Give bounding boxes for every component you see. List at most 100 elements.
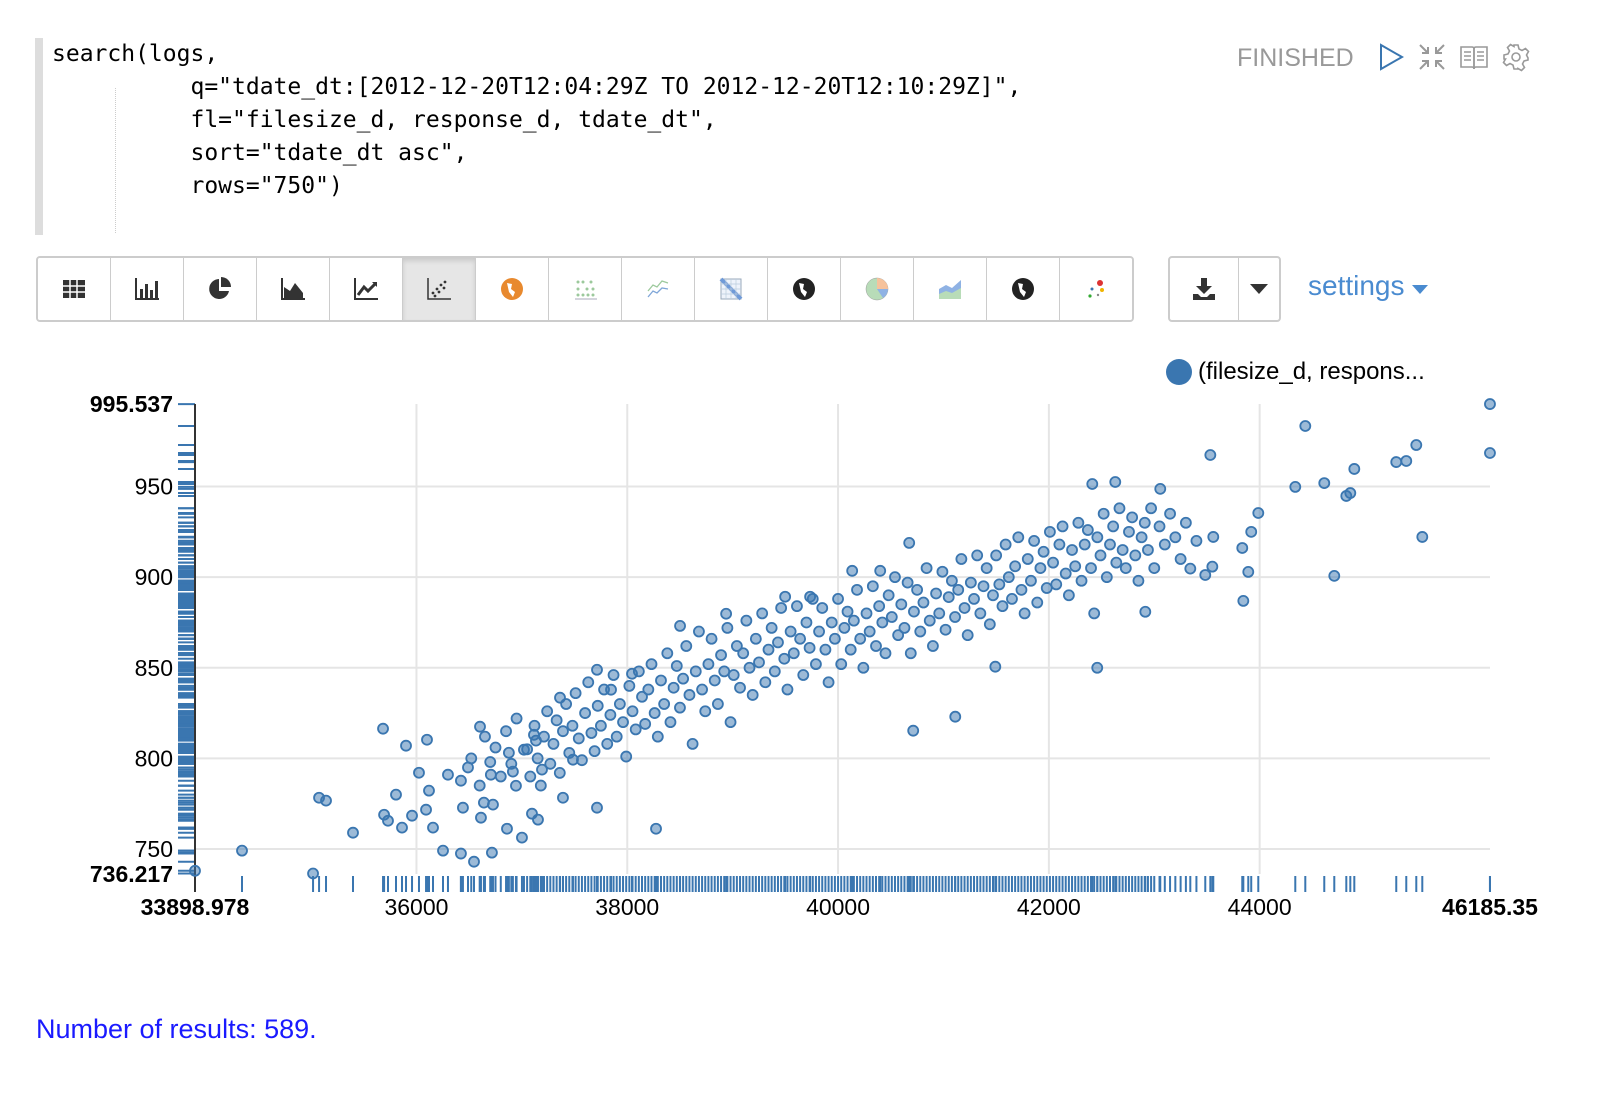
scatter-point	[468, 855, 480, 868]
x-tick-label: 46185.35	[1442, 894, 1538, 920]
scatter-point	[680, 640, 693, 652]
scatter-point	[1116, 544, 1129, 556]
scatter-point	[1028, 535, 1041, 547]
scatter-point	[753, 656, 765, 669]
scatter-point	[1025, 574, 1037, 587]
scatter-point	[1086, 478, 1099, 490]
scatter-point	[1340, 490, 1353, 502]
scatter-point	[1129, 549, 1142, 562]
scatter-point	[1206, 560, 1219, 573]
chart-type-pie-chart-button[interactable]	[184, 258, 257, 320]
scatter-point	[1126, 511, 1139, 524]
chart-type-bar-chart-button[interactable]	[111, 258, 184, 320]
scatter-point	[974, 607, 987, 620]
scatter-point	[320, 794, 332, 807]
scatter-point	[903, 536, 916, 549]
scatter-point	[895, 598, 908, 611]
scatter-point	[708, 674, 721, 687]
scatter-point	[484, 768, 497, 781]
scatter-point	[813, 625, 825, 638]
code-line: search(logs,	[52, 41, 219, 67]
chart-type-stacked-area-button[interactable]	[914, 258, 987, 320]
download-button[interactable]	[1170, 258, 1239, 320]
scatter-point	[591, 663, 603, 676]
chart-type-globe-orange-button[interactable]	[476, 258, 549, 320]
scatter-point	[636, 690, 648, 703]
globe-orange-icon	[501, 278, 523, 300]
chart-type-multi-line-button[interactable]	[622, 258, 695, 320]
scatter-point	[866, 580, 879, 593]
scatter-point	[487, 798, 499, 811]
legend-swatch	[1166, 359, 1192, 385]
scatter-point	[532, 813, 544, 826]
scatter-point	[987, 589, 999, 602]
scatter-point	[874, 564, 887, 577]
scatter-point	[914, 625, 927, 638]
scatter-point	[1044, 525, 1056, 538]
scatter-point	[639, 718, 652, 730]
y-tick-label: 750	[135, 836, 173, 862]
chart-type-globe-dark-button[interactable]	[768, 258, 841, 320]
scatter-point	[413, 766, 425, 779]
play-icon[interactable]	[1376, 42, 1406, 72]
rug-marks	[178, 403, 1491, 892]
x-tick-label: 42000	[1017, 894, 1081, 920]
download-dropdown-button[interactable]	[1239, 258, 1279, 320]
chart-type-area-chart-button[interactable]	[257, 258, 330, 320]
scatter-point	[923, 614, 936, 627]
scatter-point	[1034, 562, 1047, 574]
scatter-point	[743, 661, 756, 674]
scatter-point	[585, 727, 598, 739]
chart-legend[interactable]: (filesize_d, respons...	[1166, 358, 1425, 386]
scatter-point	[945, 574, 958, 587]
book-icon[interactable]	[1459, 42, 1489, 72]
scatter-point	[1289, 480, 1302, 493]
chart-type-pie-color-button[interactable]	[841, 258, 914, 320]
chart-type-globe-dark-2-button[interactable]	[987, 258, 1060, 320]
scatter-point	[936, 565, 949, 578]
settings-dropdown[interactable]: settings	[1308, 270, 1429, 302]
gear-icon[interactable]	[1501, 42, 1531, 72]
scatter-point	[423, 784, 435, 797]
scatter-point	[939, 623, 952, 636]
scatter-point	[658, 698, 671, 710]
chart-type-scatter-chart-button[interactable]	[403, 258, 476, 320]
scatter-point	[1031, 596, 1044, 609]
points-layer	[189, 398, 1496, 880]
indent-guide	[115, 88, 116, 233]
scatter-point	[528, 719, 541, 732]
scatter-point	[1113, 502, 1126, 515]
results-count: Number of results: 589.	[36, 1014, 317, 1044]
scatter-point	[1164, 507, 1176, 520]
scatter-point	[949, 710, 962, 723]
multi-line-icon	[647, 280, 669, 298]
scatter-point	[479, 730, 491, 743]
scatter-point	[465, 752, 478, 765]
scatter-point	[674, 620, 686, 632]
scatter-point	[550, 714, 563, 727]
scatter-point	[791, 600, 803, 613]
chart-type-table-button[interactable]	[38, 258, 111, 320]
scatter-point	[1110, 556, 1123, 569]
chart-type-line-chart-button[interactable]	[330, 258, 403, 320]
scatter-point	[1015, 583, 1028, 596]
chart-type-heatmap-grid-button[interactable]	[695, 258, 768, 320]
scatter-point	[1100, 571, 1113, 584]
scatter-point	[560, 698, 573, 710]
code-editor[interactable]: search(logs, q="tdate_dt:[2012-12-20T12:…	[35, 38, 1193, 235]
scatter-point	[1081, 524, 1094, 536]
scatter-point	[1142, 544, 1154, 556]
scatter-point	[667, 681, 680, 694]
chart-type-dot-matrix-button[interactable]	[549, 258, 622, 320]
collapse-icon[interactable]	[1417, 42, 1447, 72]
scatter-point	[1416, 531, 1429, 543]
chart-type-bubble-dots-button[interactable]	[1060, 258, 1132, 320]
scatter-point	[510, 712, 523, 725]
code-text[interactable]: search(logs, q="tdate_dt:[2012-12-20T12:…	[52, 38, 1021, 203]
scatter-point	[686, 737, 699, 750]
scatter-point	[1097, 507, 1110, 520]
y-tick-label: 995.537	[90, 391, 173, 417]
scatter-point	[768, 665, 781, 678]
scatter-point	[933, 607, 946, 620]
scatter-point	[964, 576, 977, 589]
